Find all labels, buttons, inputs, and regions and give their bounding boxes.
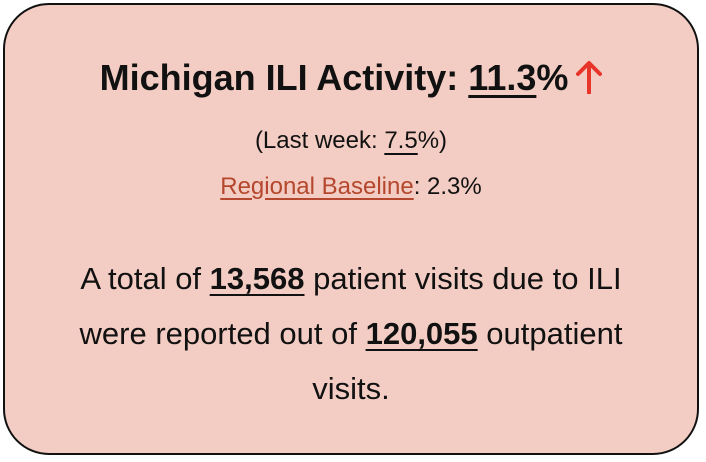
up-arrow xyxy=(576,61,603,94)
last-week-suffix: %) xyxy=(417,127,448,154)
summary: A total of 13,568 patient visits due to … xyxy=(45,251,657,416)
total-visits: 120,055 xyxy=(365,316,478,351)
summary-text: A total of xyxy=(80,261,210,296)
headline-value: 11.3 xyxy=(468,57,537,98)
summary-text: patient visits due to ILI were reported … xyxy=(79,261,622,351)
last-week: (Last week: 7.5%) xyxy=(5,127,697,155)
ili-card: Michigan ILI Activity: 11.3% (Last week:… xyxy=(3,3,699,455)
last-week-value: 7.5 xyxy=(384,127,418,154)
headline-label: Michigan ILI Activity: xyxy=(99,57,469,98)
ili-visits: 13,568 xyxy=(209,261,305,296)
baseline-value: : 2.3% xyxy=(413,173,482,200)
headline-unit: % xyxy=(536,57,569,98)
last-week-prefix: (Last week: xyxy=(254,127,385,154)
headline: Michigan ILI Activity: 11.3% xyxy=(5,57,697,99)
baseline: Regional Baseline: 2.3% xyxy=(5,173,697,201)
summary-text: outpatient visits. xyxy=(312,316,623,406)
baseline-link[interactable]: Regional Baseline xyxy=(220,173,414,200)
